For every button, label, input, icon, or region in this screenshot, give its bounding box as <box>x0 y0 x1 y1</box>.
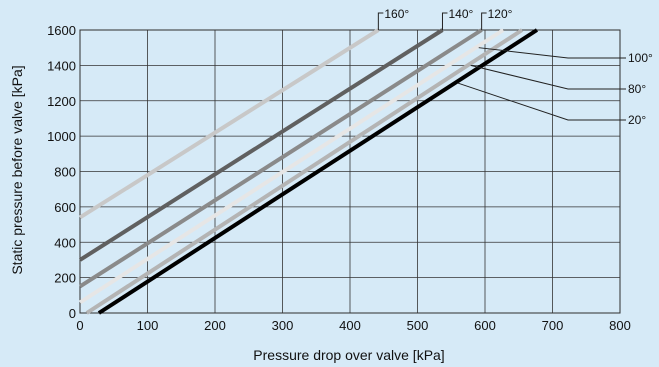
x-tick-label: 600 <box>474 318 496 333</box>
annotations: 160° 140° 120° 100° 80° 20° <box>377 7 653 127</box>
series-label-top: 140° <box>448 7 473 21</box>
series-label-right: 100° <box>628 51 653 65</box>
tick-labels: 0 100 200 300 400 500 600 700 800 0 200 400 600 800 10… <box>47 23 631 333</box>
y-tick-label: 1400 <box>47 58 76 73</box>
x-tick-label: 200 <box>204 318 226 333</box>
y-axis-title: Static pressure before valve [kPa] <box>9 65 25 274</box>
label-leader <box>470 64 626 90</box>
label-leader <box>377 12 384 30</box>
x-tick-label: 800 <box>609 318 631 333</box>
series-line-120deg <box>78 28 483 289</box>
y-tick-label: 0 <box>69 306 76 321</box>
x-tick-label: 500 <box>407 318 429 333</box>
label-leader <box>478 47 626 59</box>
series-label-right: 80° <box>628 82 646 96</box>
x-tick-label: 0 <box>76 318 83 333</box>
y-tick-label: 800 <box>54 165 76 180</box>
series-line-80deg <box>85 28 524 315</box>
series-line-160deg <box>78 28 380 220</box>
y-tick-label: 400 <box>54 235 76 250</box>
series-label-top: 120° <box>488 7 513 21</box>
series-line-100deg <box>78 28 505 305</box>
x-tick-label: 400 <box>339 318 361 333</box>
series-label-top: 160° <box>384 7 409 21</box>
y-tick-label: 200 <box>54 271 76 286</box>
series-line-140deg <box>78 28 444 262</box>
x-axis-title: Pressure drop over valve [kPa] <box>253 347 444 363</box>
series-lines <box>78 28 539 315</box>
x-tick-label: 100 <box>137 318 159 333</box>
label-leader <box>441 12 448 30</box>
label-leader <box>457 82 626 121</box>
x-tick-label: 700 <box>542 318 564 333</box>
y-tick-label: 1600 <box>47 23 76 38</box>
series-line-20deg <box>97 28 539 315</box>
x-tick-label: 300 <box>272 318 294 333</box>
y-tick-label: 600 <box>54 200 76 215</box>
y-tick-label: 1200 <box>47 94 76 109</box>
series-label-right: 20° <box>628 113 646 127</box>
y-tick-label: 1000 <box>47 129 76 144</box>
label-leader <box>481 12 487 30</box>
